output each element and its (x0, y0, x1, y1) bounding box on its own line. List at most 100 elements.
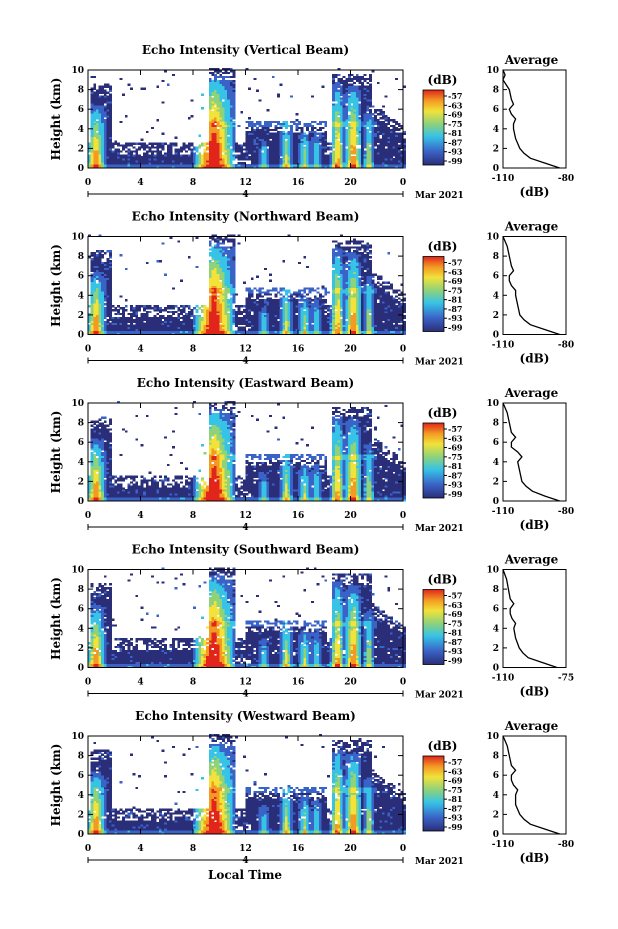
heatmap-cell (366, 144, 370, 147)
heatmap-cell (319, 324, 322, 327)
heatmap-cell (221, 279, 225, 282)
heatmap-cell (295, 326, 299, 329)
heatmap-cell (98, 310, 102, 314)
heatmap-cell (337, 111, 341, 114)
heatmap-cell (332, 117, 336, 120)
heatmap-cell (219, 120, 223, 124)
heatmap-cell (145, 322, 149, 325)
heatmap-cell (216, 271, 220, 275)
heatmap-cell (153, 309, 157, 312)
heatmap-cell (271, 75, 275, 79)
heatmap-cell (279, 318, 283, 322)
heatmap-cell (363, 142, 367, 145)
heatmap-cell (93, 146, 97, 149)
heatmap-cell (384, 124, 388, 128)
heatmap-cell (109, 122, 112, 126)
heatmap-cell (290, 309, 294, 312)
heatmap-cell (214, 126, 217, 130)
heatmap-cell (109, 267, 112, 271)
heatmap-cell (174, 324, 178, 327)
heatmap-cell (221, 93, 225, 96)
heatmap-cell (282, 158, 286, 161)
heatmap-cell (321, 295, 325, 298)
heatmap-cell (397, 132, 401, 135)
heatmap-cell (214, 93, 217, 96)
heatmap-cell (347, 91, 351, 94)
heatmap-cell (122, 158, 126, 161)
heatmap-cell (221, 258, 225, 261)
heatmap-cell (277, 332, 280, 335)
heatmap-cell (395, 154, 399, 157)
heatmap-cell (214, 277, 217, 280)
heatmap-cell (368, 126, 372, 130)
heatmap-cell (274, 310, 278, 314)
heatmap-cell (263, 293, 267, 296)
heatmap-cell (387, 119, 391, 122)
heatmap-cell (208, 318, 212, 322)
heatmap-cell (340, 113, 343, 116)
heatmap-cell (279, 160, 283, 163)
heatmap-cell (137, 309, 141, 312)
heatmap-cell (119, 328, 123, 331)
heatmap-cell (114, 330, 118, 333)
heatmap-cell (287, 314, 291, 318)
heatmap-cell (203, 322, 207, 325)
heatmap-cell (208, 244, 212, 247)
heatmap-cell (93, 295, 97, 298)
heatmap-cell (329, 162, 333, 165)
heatmap-cell (211, 332, 215, 335)
heatmap-cell (219, 146, 223, 149)
heatmap-cell (98, 138, 102, 141)
heatmap-cell (161, 332, 165, 335)
heatmap-cell (376, 148, 380, 151)
heatmap-cell (95, 283, 99, 286)
heatmap-cell (355, 128, 359, 132)
heatmap-cell (119, 324, 123, 327)
heatmap-cell (151, 318, 154, 322)
heatmap-cell (303, 289, 307, 292)
heatmap-cell (229, 309, 233, 312)
heatmap-cell (340, 91, 343, 94)
heatmap-cell (295, 142, 299, 145)
heatmap-cell (101, 309, 105, 312)
heatmap-cell (224, 87, 228, 90)
heatmap-cell (253, 160, 257, 163)
heatmap-cell (358, 140, 362, 143)
heatmap-cell (321, 148, 325, 151)
heatmap-cell (221, 144, 225, 147)
heatmap-cell (355, 101, 359, 104)
heatmap-cell (382, 154, 385, 157)
heatmap-cell (109, 265, 112, 269)
heatmap-cell (153, 150, 157, 153)
heatmap-cell (358, 113, 362, 116)
heatmap-cell (137, 316, 141, 320)
heatmap-cell (156, 320, 160, 324)
heatmap-cell (337, 142, 341, 145)
heatmap-cell (284, 324, 288, 327)
heatmap-cell (116, 326, 120, 329)
heatmap-cell (166, 148, 170, 151)
heatmap-cell (256, 289, 259, 292)
heatmap-cell (216, 332, 220, 335)
heatmap-cell (219, 238, 223, 241)
heatmap-cell (166, 324, 170, 327)
heatmap-cell (143, 152, 147, 155)
heatmap-cell (221, 126, 225, 130)
heatmap-cell (221, 130, 225, 134)
heatmap-cell (101, 146, 105, 149)
heatmap-cell (95, 113, 99, 116)
heatmap-cell (169, 330, 173, 333)
heatmap-cell (277, 305, 280, 308)
heatmap-cell (95, 154, 99, 157)
heatmap-cell (229, 93, 233, 96)
heatmap-cell (403, 160, 406, 163)
heatmap-cell (95, 115, 99, 118)
heatmap-cell (279, 314, 283, 318)
heatmap-cell (227, 91, 231, 94)
heatmap-cell (271, 144, 275, 147)
heatmap-cell (308, 303, 312, 306)
heatmap-cell (172, 154, 175, 157)
heatmap-cell (258, 132, 262, 135)
heatmap-cell (98, 261, 102, 265)
heatmap-cell (229, 164, 233, 167)
